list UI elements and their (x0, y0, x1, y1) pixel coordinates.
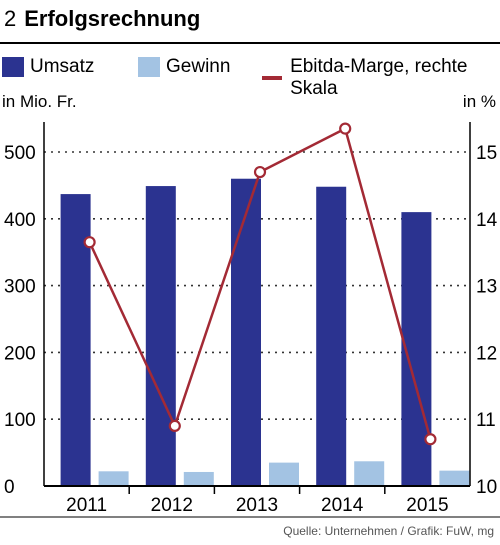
y-tick-right: 12 (476, 343, 497, 364)
y-tick-right: 11 (476, 410, 496, 431)
bar-umsatz-2013 (231, 178, 261, 486)
x-tick-label: 2014 (321, 495, 364, 516)
margin-line (83, 122, 437, 446)
legend-item-gewinn: Gewinn (138, 56, 230, 78)
y-tick-left: 100 (4, 410, 36, 431)
tick-labels: 0 100 200 300 400 500 10 11 12 13 14 15 2011 2012 2013… (4, 143, 498, 516)
x-tick-label: 2011 (66, 495, 107, 516)
axes (0, 122, 500, 518)
legend: Umsatz Gewinn Ebitda-Marge, rechte Skala (0, 56, 500, 99)
left-axis-unit: in Mio. Fr. (2, 92, 77, 111)
y-tick-right: 15 (476, 143, 497, 164)
x-tick-label: 2012 (151, 495, 193, 516)
y-tick-right: 13 (476, 277, 497, 298)
legend-label-umsatz: Umsatz (30, 56, 95, 77)
bar-gewinn-2015 (439, 470, 470, 486)
bar-gewinn-2014 (354, 461, 385, 486)
bar-gewinn-2013 (269, 462, 299, 486)
legend-label-gewinn: Gewinn (166, 56, 231, 77)
y-tick-left: 0 (4, 477, 15, 498)
chart-title-row: 2 Erfolgsrechnung (4, 6, 200, 36)
point-marge-2013 (253, 165, 267, 179)
y-tick-left: 500 (4, 143, 36, 164)
y-tick-left: 200 (4, 343, 36, 364)
bar-gewinn-2011 (98, 471, 129, 486)
bar-umsatz-2012 (145, 186, 176, 486)
legend-swatch-umsatz (2, 57, 24, 77)
point-marge-2014 (339, 122, 352, 135)
chart-number: 2 (4, 6, 17, 31)
y-tick-right: 14 (476, 210, 498, 231)
source-note: Quelle: Unternehmen / Grafik: FuW, mg (283, 524, 494, 538)
title-divider (0, 42, 500, 44)
x-tick-label: 2013 (236, 495, 278, 516)
bar-gewinn-2012 (183, 471, 214, 486)
y-tick-left: 400 (4, 210, 36, 231)
y-tick-right: 10 (476, 477, 497, 498)
point-marge-2015 (424, 433, 437, 446)
chart-title: Erfolgsrechnung (24, 6, 201, 31)
point-marge-2012 (168, 419, 181, 432)
legend-swatch-marge (262, 76, 283, 80)
legend-swatch-gewinn (138, 57, 160, 77)
legend-item-umsatz: Umsatz (2, 56, 94, 78)
grid-lines (44, 151, 470, 421)
bar-umsatz-2014 (316, 186, 347, 486)
y-tick-left: 300 (4, 277, 36, 298)
chart-plot: 0 100 200 300 400 500 10 11 12 13 14 15 2011 2012 2013… (0, 122, 500, 518)
point-marge-2011 (83, 236, 96, 249)
legend-item-marge: Ebitda-Marge, rechte Skala (262, 56, 500, 100)
bars (60, 178, 470, 487)
x-tick-label: 2015 (406, 495, 448, 516)
legend-label-marge: Ebitda-Marge, rechte Skala (290, 56, 468, 99)
right-axis-unit: in % (462, 92, 496, 111)
